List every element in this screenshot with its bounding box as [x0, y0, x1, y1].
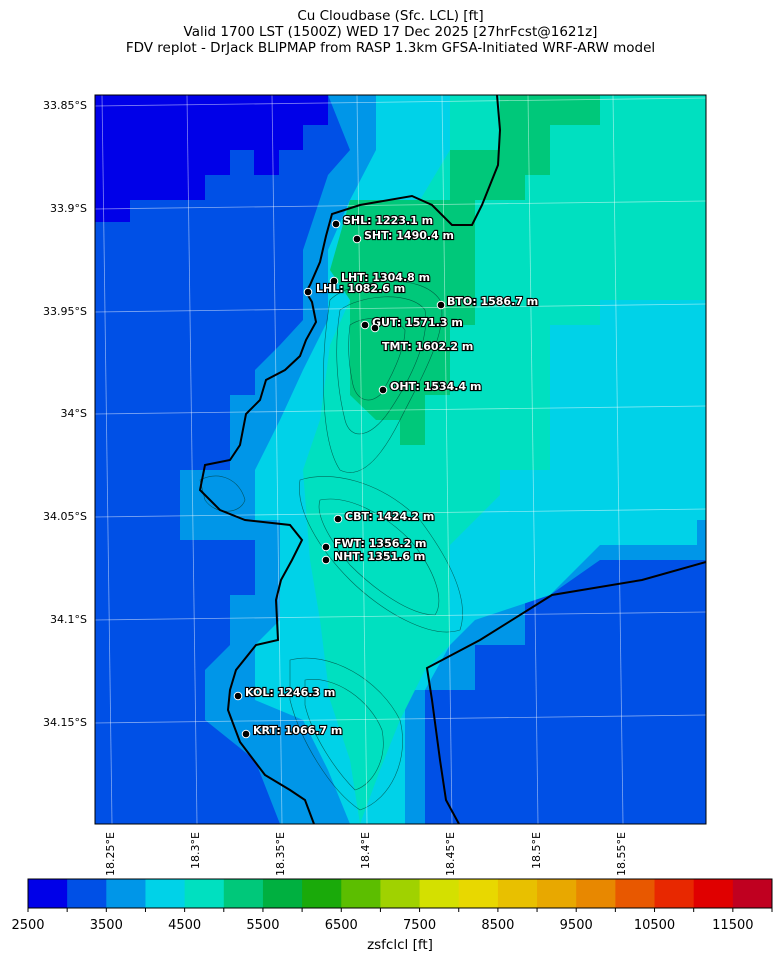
coastline	[198, 95, 706, 824]
colorbar-swatch	[67, 879, 107, 908]
colorbar-label: zsfclcl [ft]	[367, 937, 433, 953]
colorbar-frame	[27, 878, 773, 909]
colorbar-tick-label: 11500	[712, 918, 753, 933]
lon-tick-label: 18.55°E	[615, 832, 628, 876]
station-label: KOL: 1246.3 m	[245, 686, 335, 699]
colorbar-swatch	[576, 879, 616, 908]
colorbar-swatch	[419, 879, 460, 908]
station-label: SHL: 1223.1 m	[343, 214, 433, 227]
title-line-3: FDV replot - DrJack BLIPMAP from RASP 1.…	[125, 40, 656, 56]
colorbar-swatch	[497, 879, 538, 908]
longitude-ticks: 18.25°E 18.3°E 18.35°E 18.4°E 18.45°E 18.5°E 1…	[104, 832, 628, 876]
map-field	[95, 95, 706, 824]
lon-tick-label: 18.25°E	[104, 832, 117, 876]
station-label: KRT: 1066.7 m	[253, 724, 342, 737]
colorbar-tick-label: 2500	[11, 918, 44, 933]
station-dot[interactable]	[321, 542, 331, 552]
colorbar-tick-label: 5500	[246, 918, 279, 933]
field-cell	[625, 420, 649, 445]
station-marker[interactable]: SHL: 1223.1 m	[331, 213, 434, 229]
station-marker[interactable]: GUT: 1571.3 m	[360, 315, 464, 330]
colorbar-tick-label: 3500	[90, 918, 123, 933]
lat-tick-label: 33.85°S	[43, 99, 87, 112]
title-line-2: Valid 1700 LST (1500Z) WED 17 Dec 2025 […	[183, 24, 598, 40]
latitude-ticks: 33.85°S 33.9°S 33.95°S 34°S 34.05°S 34.1°S 34.…	[43, 99, 87, 729]
lon-tick-label: 18.4°E	[359, 832, 372, 869]
station-dot[interactable]	[370, 323, 380, 333]
colorbar-tick-label: 6500	[325, 918, 358, 933]
lon-tick-label: 18.3°E	[189, 832, 202, 869]
station-marker[interactable]: KOL: 1246.3 m	[233, 685, 336, 701]
station-marker[interactable]: OHT: 1534.4 m	[378, 379, 483, 395]
colorbar-swatch	[458, 879, 499, 908]
colorbar-swatch	[145, 879, 186, 908]
station-dot[interactable]	[331, 219, 341, 229]
colorbar-tick-label: 4500	[168, 918, 201, 933]
station-dot[interactable]	[352, 234, 362, 244]
station-label: LHL: 1082.6 m	[316, 282, 405, 295]
lat-tick-label: 33.95°S	[43, 305, 87, 318]
field-5000-5500	[330, 95, 600, 445]
colorbar-swatch	[106, 879, 146, 908]
lat-tick-label: 34.15°S	[43, 716, 87, 729]
station-label: LHT: 1304.8 m	[341, 271, 430, 284]
colorbar-swatch	[184, 879, 225, 908]
station-dot[interactable]	[378, 385, 388, 395]
colorbar-swatch	[380, 879, 421, 908]
colorbar-swatch	[302, 879, 342, 908]
colorbar-swatch	[615, 879, 656, 908]
colorbar-swatch	[537, 879, 577, 908]
station-marker[interactable]: LHL: 1082.6 m	[303, 281, 406, 297]
colorbar-tick-label: 9500	[560, 918, 593, 933]
station-dot[interactable]	[303, 287, 313, 297]
station-marker[interactable]: KRT: 1066.7 m	[241, 723, 343, 739]
colorbar: 2500 3500 4500 5500 6500 7500 8500 9500 10500 115…	[11, 878, 773, 933]
lat-tick-label: 34.05°S	[43, 510, 87, 523]
lon-tick-label: 18.35°E	[274, 832, 287, 876]
station-dot[interactable]	[329, 276, 339, 286]
title-line-1: Cu Cloudbase (Sfc. LCL) [ft]	[297, 8, 484, 24]
colorbar-tick-label: 10500	[634, 918, 675, 933]
lat-tick-label: 34°S	[61, 407, 87, 420]
map-frame	[94, 94, 707, 825]
station-dot[interactable]	[321, 555, 331, 565]
lon-tick-label: 18.5°E	[530, 832, 543, 869]
station-marker[interactable]: CBT: 1424.2 m	[333, 509, 435, 524]
station-label: CBT: 1424.2 m	[345, 510, 434, 523]
station-marker[interactable]: SHT: 1490.4 m	[352, 228, 455, 244]
station-dot[interactable]	[333, 514, 343, 524]
station-dot[interactable]	[233, 691, 243, 701]
station-marker[interactable]: FWT: 1356.2 m	[321, 536, 428, 552]
colorbar-swatch	[341, 879, 381, 908]
station-label: TMT: 1602.2 m	[382, 340, 473, 353]
colorbar-tick-label: 7500	[403, 918, 436, 933]
station-label: SHT: 1490.4 m	[364, 229, 454, 242]
station-marker[interactable]: TMT: 1602.2 m	[370, 323, 474, 354]
station-marker[interactable]: BTO: 1586.7 m	[436, 294, 539, 310]
lat-tick-label: 34.1°S	[50, 613, 87, 626]
station-dot[interactable]	[436, 300, 446, 310]
colorbar-swatch	[28, 879, 68, 908]
station-label: NHT: 1351.6 m	[334, 550, 425, 563]
station-marker[interactable]: LHT: 1304.8 m	[329, 270, 431, 286]
station-label: OHT: 1534.4 m	[390, 380, 481, 393]
colorbar-swatch	[262, 879, 303, 908]
colorbar-swatch	[732, 879, 773, 908]
graticule	[95, 95, 706, 824]
colorbar-swatch	[654, 879, 695, 908]
stations: SHL: 1223.1 m SHT: 1490.4 m LHT: 1304.8 mL…	[233, 213, 539, 739]
colorbar-swatch	[693, 879, 734, 908]
lon-tick-label: 18.45°E	[444, 832, 457, 876]
station-label: FWT: 1356.2 m	[334, 537, 427, 550]
lat-tick-label: 33.9°S	[50, 202, 87, 215]
colorbar-swatch	[223, 879, 264, 908]
station-dot[interactable]	[241, 729, 251, 739]
station-label: BTO: 1586.7 m	[447, 295, 538, 308]
colorbar-tick-label: 8500	[481, 918, 514, 933]
station-label: GUT: 1571.3 m	[372, 316, 463, 329]
station-marker[interactable]: NHT: 1351.6 m	[321, 549, 426, 565]
station-dot[interactable]	[360, 320, 370, 330]
field-2500-3000	[95, 95, 328, 222]
